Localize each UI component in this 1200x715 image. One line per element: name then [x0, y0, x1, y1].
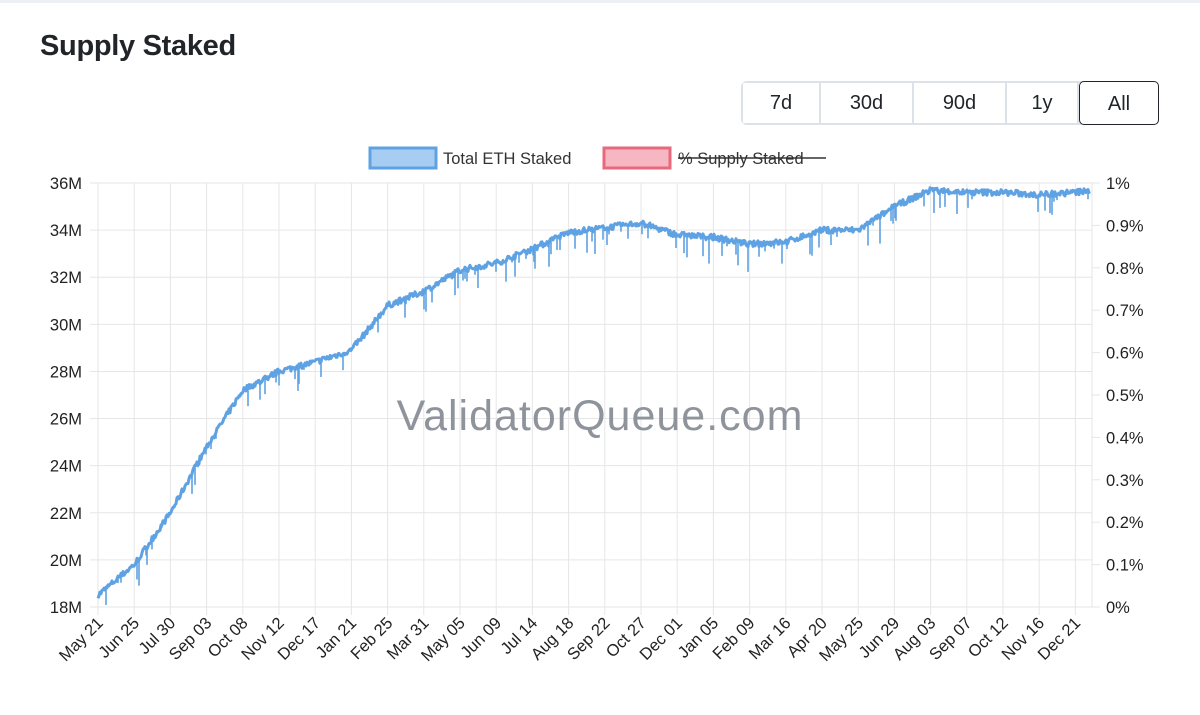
y-tick-label: 36M	[50, 175, 82, 193]
y-right-tick-label: 0.5%	[1106, 387, 1144, 405]
range-90d-button[interactable]: 90d	[914, 83, 1007, 123]
x-tick-label: Jun 09	[457, 614, 505, 662]
y-tick-label: 30M	[50, 316, 82, 334]
legend-swatch-total-eth[interactable]	[368, 146, 438, 170]
legend-label-supply-pct[interactable]: % Supply Staked	[678, 150, 804, 168]
y-axis-left-labels: 18M 20M 22M 24M 26M 28M 30M 32M 34M 36M	[50, 175, 82, 617]
y-right-tick-label: 1%	[1106, 175, 1130, 193]
chart-grid	[97, 182, 1092, 615]
page-title: Supply Staked	[40, 30, 236, 62]
range-30d-button[interactable]: 30d	[821, 83, 914, 123]
y-tick-label: 26M	[50, 411, 82, 429]
range-7d-button[interactable]: 7d	[743, 83, 821, 123]
y-right-tick-label: 0.2%	[1106, 514, 1144, 532]
y-axis-right-labels: 0% 0.1% 0.2% 0.3% 0.4% 0.5% 0.6% 0.7% 0.8% 0.9% 1%	[1106, 175, 1144, 617]
y-tick-label: 24M	[50, 458, 82, 476]
watermark: ValidatorQueue.com	[397, 392, 804, 440]
y-right-tick-label: 0.9%	[1106, 217, 1144, 235]
y-tick-label: 18M	[50, 599, 82, 617]
y-tick-label: 22M	[50, 505, 82, 523]
legend-label-total-eth[interactable]: Total ETH Staked	[443, 150, 571, 168]
top-divider	[0, 0, 1200, 3]
x-tick-label: May 21	[56, 614, 107, 665]
y-right-tick-label: 0.1%	[1106, 557, 1144, 575]
time-range-selector: 7d 30d 90d 1y All	[741, 81, 1159, 125]
y-tick-label: 32M	[50, 269, 82, 287]
chart-legend: Total ETH Staked % Supply Staked	[368, 146, 826, 170]
y-right-tick-label: 0%	[1106, 599, 1130, 617]
y-right-tick-label: 0.6%	[1106, 345, 1144, 363]
y-right-tick-label: 0.8%	[1106, 260, 1144, 278]
y-tick-label: 28M	[50, 363, 82, 381]
y-tick-label: 20M	[50, 552, 82, 570]
y-right-tick-label: 0.7%	[1106, 302, 1144, 320]
chart-series	[96, 186, 1091, 605]
y-right-tick-label: 0.3%	[1106, 472, 1144, 490]
chart-axes	[90, 182, 1100, 608]
y-tick-label: 34M	[50, 222, 82, 240]
total-eth-staked-line	[96, 186, 1091, 599]
legend-swatch-supply-pct[interactable]	[602, 146, 672, 170]
y-right-tick-label: 0.4%	[1106, 429, 1144, 447]
x-tick-label: Jun 25	[95, 614, 143, 662]
range-1y-button[interactable]: 1y	[1007, 83, 1079, 123]
range-all-button[interactable]: All	[1079, 81, 1159, 125]
